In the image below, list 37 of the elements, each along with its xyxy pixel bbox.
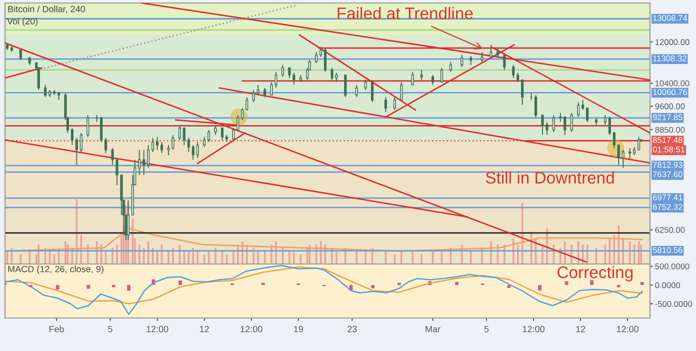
annotation: Still in Downtrend xyxy=(486,171,614,184)
annotation: Failed at Trendline xyxy=(338,6,473,20)
ref-line-label: 7637.60 xyxy=(653,171,682,178)
ref-line-label: 7812.93 xyxy=(653,162,682,168)
y-tick-label: 6250.00 xyxy=(655,227,685,233)
chart-title: Bitcoin / Dollar, 240 xyxy=(8,6,86,14)
ref-line-label: 10060.76 xyxy=(653,89,687,95)
y-tick-label: -500.0000 xyxy=(655,300,692,307)
x-tick-label: Mar xyxy=(426,326,440,332)
x-tick-label: 12:00 xyxy=(522,326,544,332)
y-tick-label: 10400.00 xyxy=(655,80,690,86)
x-tick-label: 12:00 xyxy=(146,326,168,332)
x-tick-label: 5 xyxy=(108,326,112,332)
ref-line-label: 9217.85 xyxy=(652,114,682,120)
y-tick-label: 500.0000 xyxy=(655,263,690,270)
y-tick-label: 0.0000 xyxy=(655,282,680,288)
x-tick-label: 23 xyxy=(348,326,357,332)
x-tick-label: 12:00 xyxy=(617,326,639,332)
ref-line-label: 11308.32 xyxy=(653,55,686,62)
chart-title: Vol (20) xyxy=(7,18,38,26)
x-tick-label: 19 xyxy=(294,326,303,332)
y-tick-label: 9600.00 xyxy=(655,103,685,110)
ref-line-label: 8517.48 xyxy=(652,137,682,143)
chart-title: MACD (12, 26, close, 9) xyxy=(8,266,104,274)
ref-line-label: 6977.41 xyxy=(653,194,682,200)
x-tick-label: 12 xyxy=(200,326,209,332)
text: 01:58:51 xyxy=(652,146,685,152)
annotation: Correcting xyxy=(558,266,633,282)
x-tick-label: 5 xyxy=(484,326,489,332)
ref-line-label: 13008.74 xyxy=(653,15,688,21)
y-tick-label: 8850.00 xyxy=(655,126,685,133)
ref-line-label: 5810.56 xyxy=(652,247,682,254)
x-tick-label: 12:00 xyxy=(240,326,262,332)
ref-line-label: 6752.32 xyxy=(653,204,682,210)
x-tick-label: 12 xyxy=(576,326,586,332)
x-tick-label: Feb xyxy=(49,326,64,332)
y-tick-label: 12000.00 xyxy=(655,39,690,46)
